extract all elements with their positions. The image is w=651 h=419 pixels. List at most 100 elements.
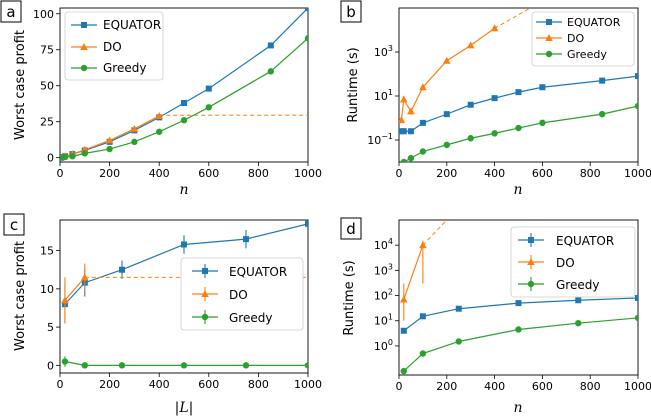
panel-a-legend-marker-greedy — [71, 64, 97, 72]
panel-a-xtick-label: 600 — [198, 167, 219, 180]
panel-d-equator-line — [403, 297, 638, 332]
panel-a-xtick-label: 200 — [99, 167, 120, 180]
panel-c-label-box — [3, 213, 25, 236]
panel-c-greedy-point — [242, 362, 250, 369]
panel-a-xlabel: n — [179, 182, 188, 198]
panel-a-ylabel: Worst case profit — [13, 30, 28, 140]
panel-c-legend-marker-equator — [192, 264, 218, 278]
panel-d-xlabel: n — [513, 400, 522, 416]
panel-a-equator-point — [305, 8, 308, 11]
panel-b-greedy-point — [443, 141, 450, 149]
legend-marker — [545, 34, 553, 41]
panel-d-xtick-label: 600 — [532, 380, 553, 393]
panel-c-greedy-point — [180, 362, 188, 369]
panel-a-greedy-point — [267, 68, 274, 75]
panel-d-greedy-point — [634, 314, 638, 322]
panel-a-legend-equator: EQUATOR — [103, 18, 161, 32]
panel-d-do-line — [403, 244, 424, 300]
legend-marker — [527, 280, 535, 288]
panel-c-legend-marker-greedy — [192, 310, 218, 324]
panel-d-legend-greedy: Greedy — [556, 278, 599, 292]
panel-a-equator-point — [205, 85, 212, 92]
panel-c-legend-greedy: Greedy — [229, 311, 272, 325]
panel-c-xtick-label: 800 — [248, 378, 269, 391]
panel-d-legend-marker-greedy — [518, 277, 544, 291]
panel-d-do-point — [399, 295, 408, 303]
panel-c-greedy-point — [304, 362, 308, 369]
panel-b-plot-area — [399, 8, 638, 162]
panel-c-xtick-label: 0 — [57, 378, 64, 391]
panel-c-do-point — [61, 296, 69, 304]
panel-a-label-box — [0, 0, 22, 23]
panel-b-ytick-label: 103 — [374, 44, 393, 59]
panel-b-do-point — [490, 24, 499, 32]
panel-a-legend-box — [64, 11, 164, 81]
panel-d-equator-point — [635, 294, 638, 301]
panel-c-do-point — [81, 273, 89, 281]
panel-c-greedy-point — [118, 362, 126, 369]
panel-c-ytick-label: 15 — [40, 245, 54, 258]
panel-c-ytick-label: 5 — [47, 321, 54, 334]
panel-b-equator-point — [599, 77, 606, 84]
panel-b-clip-group — [399, 8, 638, 162]
panel-b-greedy-point — [467, 135, 474, 142]
panel-b-xtick-label: 200 — [436, 167, 457, 180]
panel-d-xtick-label: 1000 — [624, 380, 651, 393]
panel-b-equator-point — [443, 111, 450, 118]
panel-a-xtick-label: 800 — [248, 167, 269, 180]
panel-a-ytick-label: 0 — [47, 152, 54, 165]
panel-b-legend-box — [531, 11, 635, 67]
panel-b-xtick-label: 1000 — [624, 167, 651, 180]
panel-a-frame — [59, 7, 309, 163]
panel-b-greedy-line — [403, 105, 638, 162]
panel-b-legend-greedy: Greedy — [567, 48, 607, 61]
legend-marker — [81, 22, 87, 28]
panel-d-greedy-point — [400, 367, 407, 375]
legend-marker — [80, 64, 88, 72]
panel-b-xtick-label: 800 — [580, 167, 601, 180]
panel-a-legend: EQUATOR DO Greedy — [64, 11, 164, 81]
panel-c-legend-do: DO — [229, 288, 248, 302]
legend-marker — [201, 313, 209, 321]
panel-b-xtick-label: 0 — [396, 167, 403, 180]
panel-a-legend-marker-do — [71, 43, 97, 50]
panel-d-greedy-point — [455, 338, 462, 345]
panel-d-x-ticks: 0 200 400 600 800 1000 — [396, 375, 651, 393]
panel-a-do-point — [130, 124, 139, 132]
panel-b-equator-point — [419, 119, 426, 126]
panel-c-legend-box — [180, 257, 304, 331]
panel-c-y-ticks: 0 5 10 15 — [40, 245, 60, 372]
panel-d-equator-point — [515, 300, 522, 307]
panel-d-legend-marker-equator — [518, 233, 544, 247]
panel-c-legend-equator: EQUATOR — [229, 265, 287, 279]
panel-b: 0 200 400 600 800 1000 10−1 101 103 n Runtime (… — [340, 0, 651, 198]
panel-a-legend-do: DO — [103, 40, 122, 54]
legend-marker — [201, 290, 209, 297]
legend-marker — [527, 258, 535, 265]
panel-c-equator-line — [64, 223, 308, 305]
panel-a-greedy-point — [205, 104, 212, 111]
panel-d-legend: EQUATOR DO Greedy — [510, 226, 636, 298]
panel-b-do-point — [407, 107, 415, 115]
panel-a-y-ticks: 0 25 50 75 100 — [33, 8, 60, 165]
legend-marker — [545, 50, 553, 58]
panel-d-ytick-label: 103 — [374, 262, 393, 277]
panel-a-xtick-label: 400 — [149, 167, 170, 180]
panel-d-label-box — [340, 217, 362, 240]
panel-b-greedy-point — [539, 119, 546, 127]
panel-b-do-point — [443, 56, 451, 64]
panel-b-equator-point — [539, 84, 546, 91]
panel-b-greedy-point — [634, 102, 638, 110]
panel-b-legend: EQUATOR DO Greedy — [531, 11, 635, 67]
panel-d-legend-marker-do — [518, 255, 544, 269]
panel-a-greedy-point — [131, 138, 138, 146]
panel-c-equator-point — [305, 220, 308, 227]
panel-c-legend: EQUATOR DO Greedy — [180, 257, 304, 331]
panel-c-equator-point — [243, 236, 249, 243]
panel-a-greedy-point — [81, 150, 89, 157]
panel-a-ytick-label: 25 — [40, 116, 54, 129]
panel-a: 0 200 400 600 800 1000 0 25 50 75 100 n Worst cas… — [0, 0, 322, 198]
panel-a-do-point — [155, 111, 163, 119]
panel-b-legend-marker-do — [536, 34, 562, 41]
panel-b-legend-equator: EQUATOR — [567, 16, 621, 29]
